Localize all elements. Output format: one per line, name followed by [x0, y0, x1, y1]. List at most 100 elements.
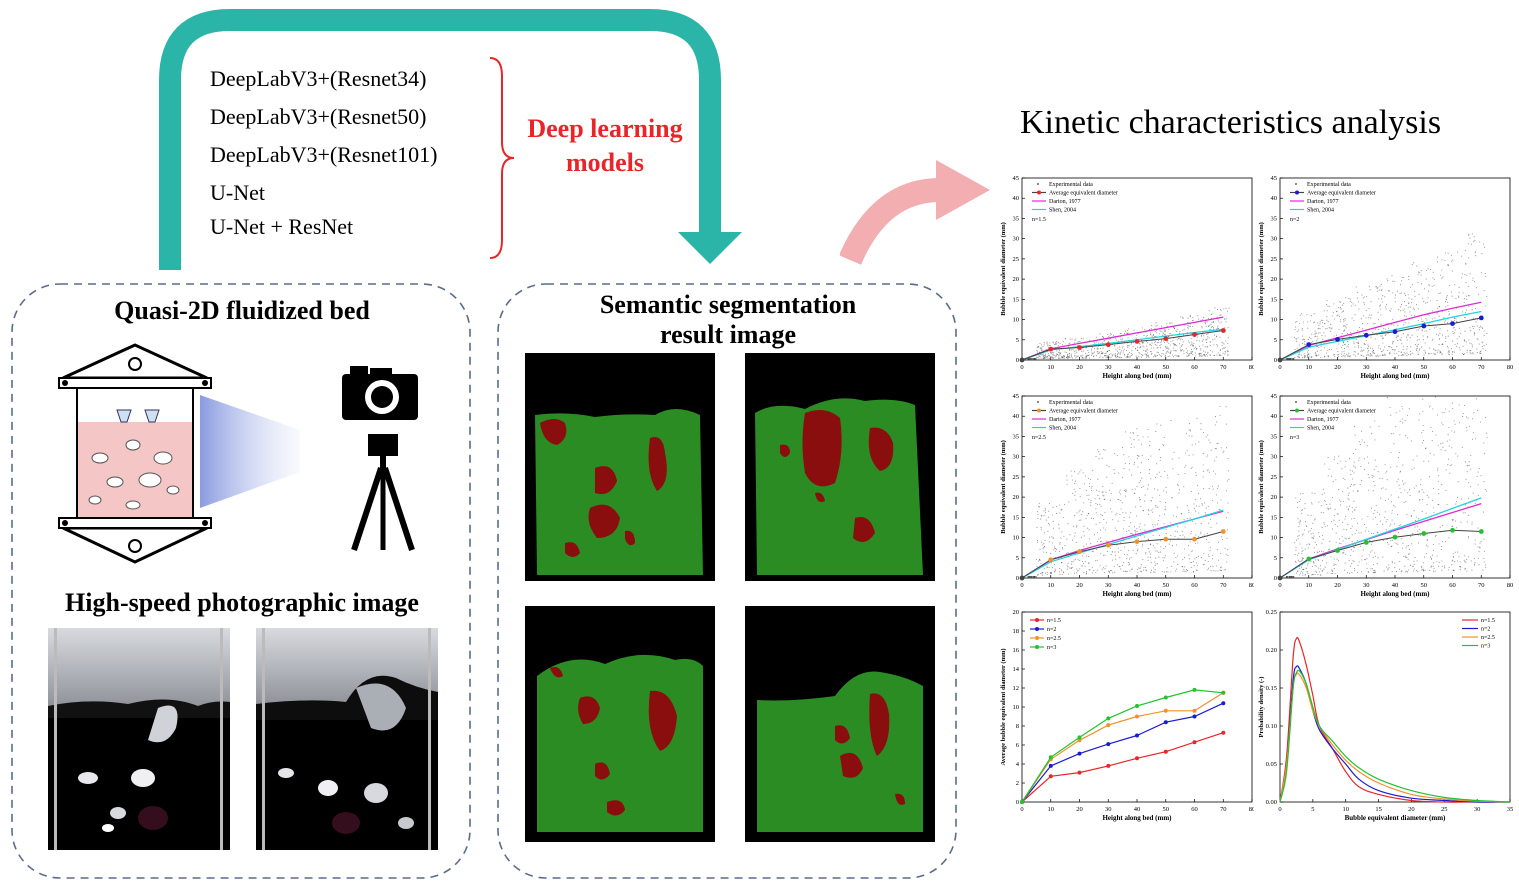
- experimental-point: [1474, 307, 1477, 309]
- experimental-point: [1128, 351, 1131, 353]
- experimental-point: [1294, 326, 1297, 328]
- experimental-point: [1446, 345, 1448, 347]
- experimental-point: [1077, 559, 1079, 561]
- experimental-point: [1299, 574, 1301, 576]
- experimental-point: [1204, 355, 1207, 357]
- segmentation-image-2: [745, 353, 935, 581]
- experimental-point: [1160, 325, 1163, 327]
- experimental-point: [1058, 571, 1061, 573]
- experimental-point: [1344, 329, 1346, 331]
- experimental-point: [1150, 328, 1152, 330]
- experimental-point: [1360, 465, 1362, 467]
- experimental-point: [1072, 349, 1074, 351]
- experimental-point: [1379, 348, 1381, 350]
- experimental-point: [1169, 352, 1171, 355]
- x-tick-label: 80: [1507, 364, 1514, 371]
- experimental-point: [1320, 319, 1322, 321]
- experimental-point: [1198, 441, 1200, 443]
- average-point: [1478, 315, 1484, 321]
- experimental-point: [1089, 538, 1091, 540]
- experimental-point: [1154, 342, 1156, 344]
- experimental-point: [1055, 353, 1058, 355]
- experimental-point: [1087, 349, 1089, 352]
- experimental-point: [1308, 543, 1310, 545]
- experimental-point: [1353, 341, 1355, 343]
- experimental-point: [1093, 355, 1095, 357]
- experimental-point: [1478, 564, 1480, 566]
- experimental-point: [1458, 327, 1461, 329]
- experimental-point: [1203, 354, 1205, 356]
- experimental-point: [1197, 542, 1199, 544]
- experimental-point: [1061, 344, 1064, 346]
- experimental-point: [1398, 350, 1400, 353]
- experimental-point: [1443, 321, 1446, 323]
- experimental-point: [1313, 537, 1315, 539]
- experimental-point: [1397, 457, 1400, 459]
- experimental-point: [1402, 348, 1404, 350]
- experimental-point: [1336, 347, 1338, 349]
- experimental-point: [1407, 334, 1409, 336]
- experimental-point: [1187, 328, 1189, 330]
- experimental-point: [1348, 492, 1350, 494]
- experimental-point: [1364, 343, 1366, 346]
- experimental-point: [1193, 347, 1195, 349]
- experimental-point: [1479, 350, 1481, 353]
- experimental-point: [1056, 505, 1058, 507]
- experimental-point: [1156, 351, 1158, 353]
- experimental-point: [1400, 337, 1402, 339]
- experimental-point: [1136, 550, 1138, 552]
- experimental-point: [1158, 341, 1160, 343]
- experimental-point: [1101, 568, 1103, 570]
- experimental-point: [1432, 487, 1434, 490]
- x-axis-label: Height along bed (mm): [1102, 590, 1172, 598]
- experimental-point: [1080, 519, 1082, 521]
- experimental-point: [1301, 342, 1304, 344]
- experimental-point: [1344, 319, 1346, 321]
- experimental-point: [1306, 525, 1308, 527]
- experimental-point: [1368, 308, 1370, 310]
- experimental-point: [1397, 335, 1399, 337]
- x-tick-label: 50: [1421, 364, 1428, 371]
- experimental-point: [1195, 542, 1197, 545]
- experimental-point: [1091, 566, 1093, 568]
- experimental-point: [1414, 520, 1417, 522]
- experimental-point: [1156, 423, 1158, 425]
- experimental-point: [1108, 489, 1110, 491]
- experimental-point: [1305, 567, 1307, 569]
- experimental-point: [1096, 559, 1098, 561]
- experimental-point: [1036, 350, 1038, 352]
- experimental-point: [1188, 353, 1190, 355]
- experimental-point: [1191, 344, 1193, 346]
- experimental-point: [1068, 343, 1070, 345]
- experimental-point: [1214, 424, 1216, 426]
- experimental-point: [1206, 338, 1208, 340]
- experimental-point: [1057, 353, 1059, 355]
- experimental-point: [1031, 358, 1033, 360]
- experimental-point: [1123, 353, 1126, 355]
- experimental-point: [1370, 568, 1372, 570]
- experimental-point: [1447, 335, 1449, 337]
- experimental-point: [1128, 558, 1131, 560]
- segmentation-image-3: [525, 606, 715, 842]
- experimental-point: [1407, 353, 1409, 356]
- experimental-point: [1049, 351, 1052, 354]
- experimental-point: [1376, 562, 1378, 565]
- experimental-point: [1154, 330, 1156, 333]
- experimental-point: [1432, 565, 1434, 567]
- experimental-point: [1310, 527, 1312, 529]
- experimental-point: [1433, 507, 1435, 509]
- experimental-point: [1369, 289, 1371, 291]
- experimental-point: [1421, 330, 1423, 332]
- experimental-point: [1217, 328, 1219, 330]
- experimental-point: [1404, 322, 1406, 324]
- experimental-point: [1422, 321, 1424, 323]
- experimental-point: [1413, 307, 1415, 309]
- experimental-point: [1134, 532, 1136, 534]
- experimental-point: [1074, 515, 1076, 517]
- experimental-point: [1470, 454, 1472, 457]
- experimental-point: [1385, 306, 1387, 308]
- experimental-point: [1428, 353, 1430, 355]
- model-item-3: DeepLabV3+(Resnet101): [210, 142, 438, 167]
- experimental-point: [1067, 354, 1069, 356]
- experimental-point: [1432, 338, 1434, 340]
